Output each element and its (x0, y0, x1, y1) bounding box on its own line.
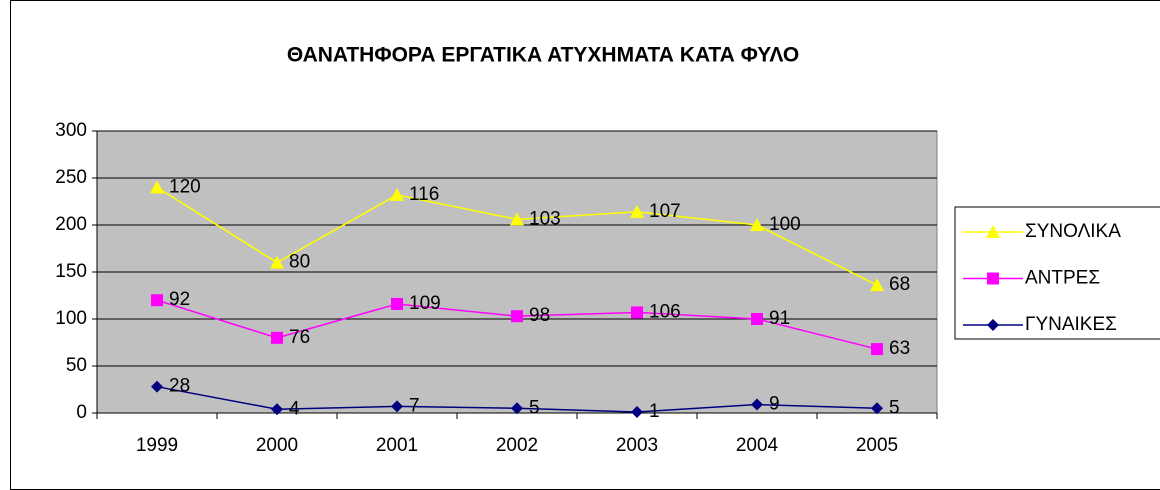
data-label: 92 (169, 289, 190, 310)
data-label: 116 (409, 184, 439, 205)
y-tick-label: 200 (55, 214, 87, 235)
y-tick-label: 150 (55, 261, 87, 282)
data-label: 100 (769, 214, 801, 235)
data-point (511, 402, 523, 415)
y-tick-label: 50 (66, 355, 87, 376)
data-point (631, 406, 643, 419)
y-tick-label: 250 (55, 167, 87, 188)
data-label: 80 (289, 252, 310, 273)
data-label: 5 (889, 397, 900, 418)
data-point (271, 403, 283, 416)
data-point (151, 294, 163, 307)
data-point (150, 180, 164, 194)
y-tick-label: 0 (76, 402, 87, 423)
data-label: 5 (529, 397, 540, 418)
data-label: 120 (169, 176, 201, 197)
data-point (750, 218, 764, 231)
data-point (151, 380, 163, 393)
x-tick-label: 2002 (496, 435, 538, 456)
y-tick-label: 300 (55, 120, 87, 141)
legend-label: ΑΝΤΡΕΣ (1025, 268, 1100, 289)
data-label: 109 (409, 293, 441, 314)
data-point (391, 400, 403, 413)
data-label: 91 (769, 308, 790, 329)
data-point (870, 278, 884, 292)
data-label: 68 (889, 274, 910, 295)
data-point (511, 310, 523, 323)
data-label: 7 (409, 395, 420, 416)
x-tick-label: 2005 (856, 435, 898, 456)
chart-title: ΘΑΝΑΤΗΦΟΡΑ ΕΡΓΑΤΙΚΑ ΑΤΥΧΗΜΑΤΑ ΚΑΤΑ ΦΥΛΟ (287, 44, 799, 67)
data-point (630, 204, 644, 218)
data-point (871, 343, 883, 356)
x-tick-label: 1999 (136, 435, 178, 456)
data-label: 1 (649, 401, 660, 422)
x-tick-label: 2000 (256, 435, 298, 456)
y-tick-label: 100 (55, 308, 87, 329)
data-point (510, 212, 524, 226)
data-point (631, 306, 643, 319)
x-tick-label: 2001 (376, 435, 418, 456)
data-point (270, 255, 284, 269)
legend-label: ΣΥΝΟΛΙΚΑ (1025, 221, 1121, 242)
data-label: 98 (529, 305, 550, 326)
data-label: 63 (889, 338, 910, 359)
data-label: 76 (289, 327, 310, 348)
data-point (391, 297, 403, 310)
x-tick-label: 2003 (616, 435, 658, 456)
data-point (390, 187, 404, 201)
data-point (271, 331, 283, 344)
data-label: 107 (649, 201, 681, 222)
data-point (871, 402, 883, 415)
legend-marker (987, 319, 999, 331)
data-label: 28 (169, 376, 190, 397)
legend-label: ΓΥΝΑΙΚΕΣ (1025, 314, 1117, 335)
data-label: 4 (289, 398, 300, 419)
data-point (751, 398, 763, 411)
data-label: 9 (769, 394, 780, 415)
legend-marker (987, 272, 999, 285)
data-label: 103 (529, 208, 561, 229)
data-point (751, 313, 763, 325)
data-label: 106 (649, 301, 681, 322)
x-tick-label: 2004 (736, 435, 779, 456)
legend-marker (986, 225, 1000, 238)
